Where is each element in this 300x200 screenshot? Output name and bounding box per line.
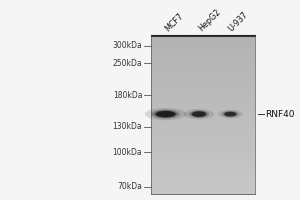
Ellipse shape <box>225 112 236 116</box>
Bar <box>151 99 255 102</box>
Bar <box>151 149 255 152</box>
Bar <box>151 152 255 155</box>
Bar <box>151 120 255 123</box>
Bar <box>151 55 255 57</box>
Bar <box>151 126 255 128</box>
Bar <box>151 147 255 149</box>
Bar <box>151 78 255 81</box>
Bar <box>151 63 255 65</box>
Text: 70kDa: 70kDa <box>117 182 142 191</box>
Bar <box>151 47 255 49</box>
Bar <box>151 123 255 126</box>
Bar <box>151 73 255 76</box>
Ellipse shape <box>156 111 175 117</box>
Bar <box>151 44 255 47</box>
Bar <box>151 68 255 70</box>
Text: 250kDa: 250kDa <box>112 59 142 68</box>
Ellipse shape <box>222 111 239 117</box>
Bar <box>151 139 255 141</box>
Bar <box>151 141 255 144</box>
Bar <box>151 52 255 55</box>
Bar <box>151 57 255 60</box>
Ellipse shape <box>152 110 180 119</box>
Bar <box>151 70 255 73</box>
Text: 180kDa: 180kDa <box>113 91 142 100</box>
Bar <box>151 84 255 86</box>
Bar <box>151 94 255 97</box>
Bar <box>151 168 255 170</box>
Bar <box>151 128 255 131</box>
Ellipse shape <box>189 110 209 118</box>
Bar <box>151 118 255 120</box>
Text: MCF7: MCF7 <box>164 11 185 33</box>
Bar <box>151 110 255 113</box>
Bar <box>151 97 255 99</box>
Bar <box>151 65 255 68</box>
Bar <box>151 170 255 173</box>
Bar <box>151 49 255 52</box>
Bar <box>151 134 255 136</box>
Bar <box>151 89 255 91</box>
Bar <box>151 105 255 107</box>
Ellipse shape <box>218 110 243 119</box>
Ellipse shape <box>155 111 176 118</box>
Bar <box>151 191 255 194</box>
Bar <box>151 42 255 44</box>
Bar <box>151 60 255 63</box>
Bar <box>151 86 255 89</box>
Bar <box>151 81 255 84</box>
Bar <box>151 39 255 42</box>
Bar <box>151 160 255 162</box>
Bar <box>151 186 255 189</box>
Text: HepG2: HepG2 <box>197 8 223 33</box>
Text: RNF40: RNF40 <box>266 110 295 119</box>
Bar <box>151 176 255 178</box>
Ellipse shape <box>191 111 207 117</box>
Text: 130kDa: 130kDa <box>112 122 142 131</box>
Bar <box>151 36 255 39</box>
Text: 100kDa: 100kDa <box>112 148 142 157</box>
Bar <box>151 144 255 147</box>
Bar <box>151 162 255 165</box>
Bar <box>151 181 255 183</box>
Bar <box>151 76 255 78</box>
Ellipse shape <box>192 112 206 117</box>
Bar <box>151 189 255 191</box>
Bar <box>151 178 255 181</box>
Bar <box>151 173 255 176</box>
Bar <box>151 155 255 157</box>
Ellipse shape <box>184 109 214 119</box>
Bar <box>151 113 255 115</box>
Bar <box>151 157 255 160</box>
Ellipse shape <box>145 108 186 120</box>
Text: 300kDa: 300kDa <box>112 41 142 50</box>
Text: U-937: U-937 <box>226 10 250 33</box>
Bar <box>151 183 255 186</box>
Ellipse shape <box>224 111 237 117</box>
Bar <box>151 115 255 118</box>
Bar <box>151 136 255 139</box>
Bar <box>151 91 255 94</box>
Bar <box>151 165 255 168</box>
Bar <box>151 102 255 105</box>
Bar <box>151 107 255 110</box>
Bar <box>151 131 255 134</box>
